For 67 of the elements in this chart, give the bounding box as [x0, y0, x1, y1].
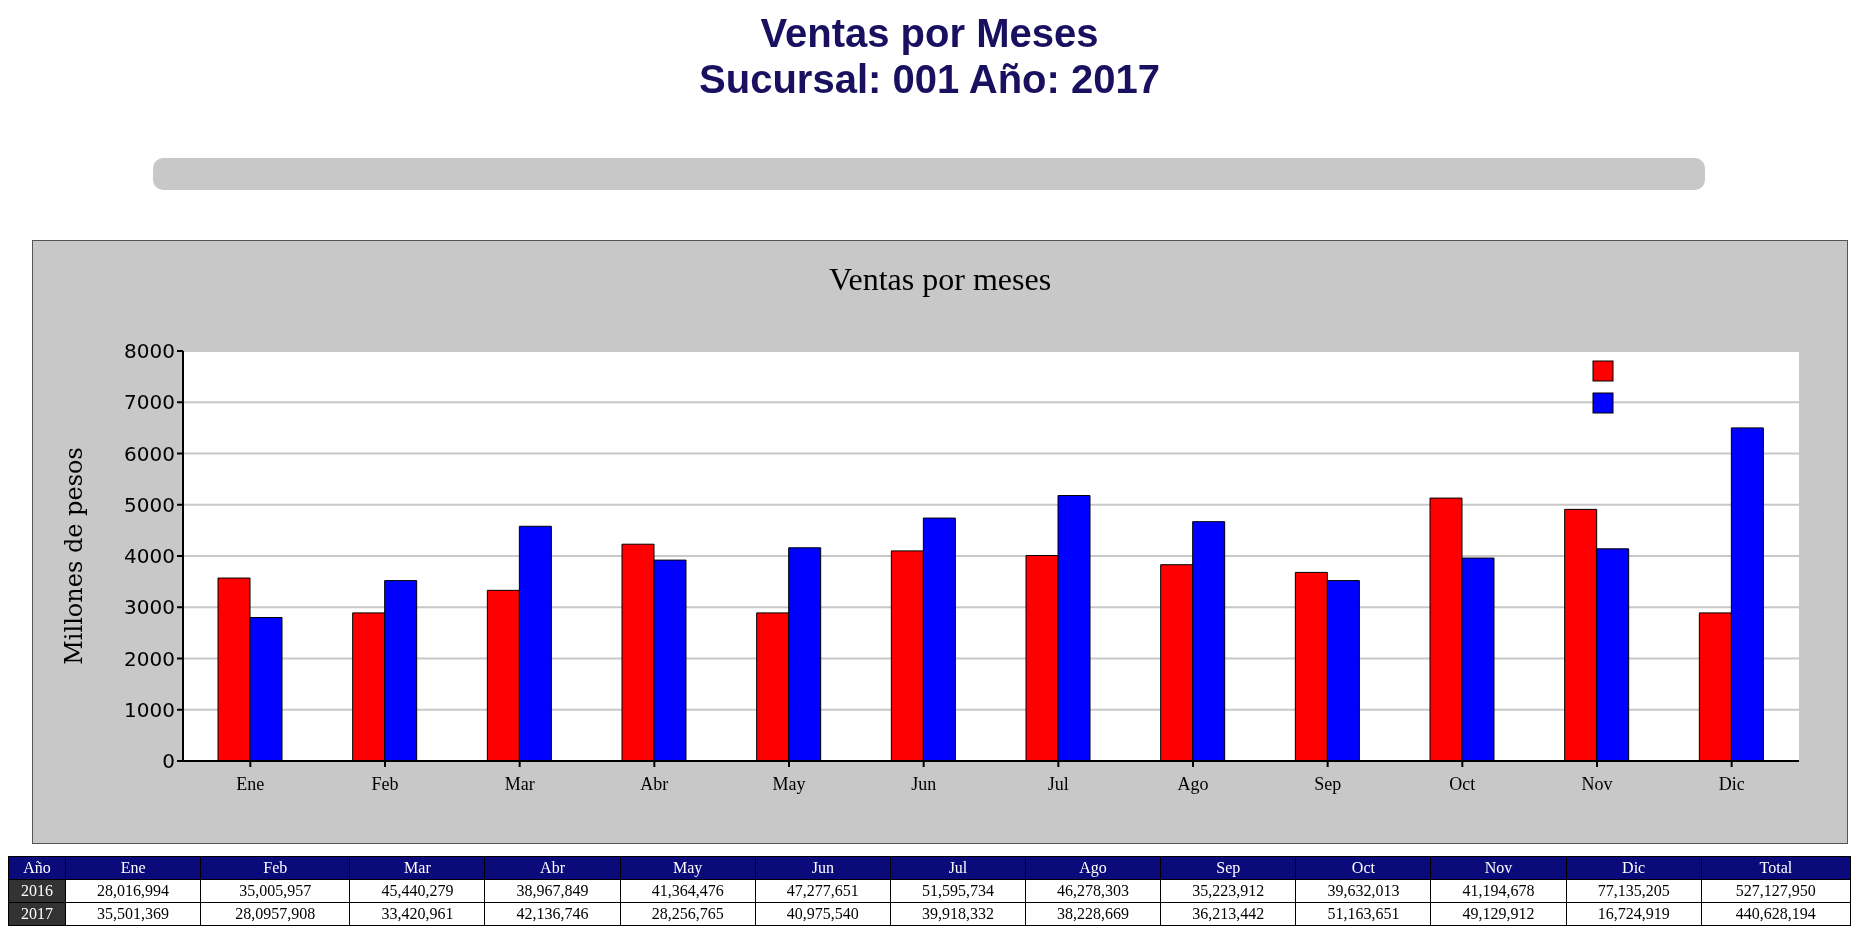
chart-title: Ventas por meses	[827, 261, 1053, 299]
text: Año	[8, 856, 66, 880]
text: 16,724,919	[1597, 905, 1670, 922]
category-label: Total	[1701, 856, 1851, 880]
text: 36,213,442	[1192, 905, 1265, 922]
text: 40,975,540	[786, 905, 859, 922]
category-label: Ene	[65, 856, 201, 880]
category-label: Feb	[200, 856, 350, 880]
y-tick-label: 7000	[124, 390, 175, 415]
x-tick-label: Jul	[1047, 773, 1069, 794]
category-label: Ago	[1025, 856, 1161, 880]
text: 39,918,332	[921, 905, 994, 922]
text: 41,364,476	[651, 882, 724, 899]
x-tick-label: Feb	[371, 773, 399, 794]
x-tick-label: Ene	[236, 773, 265, 794]
text: 41,194,678	[1462, 882, 1535, 899]
x-tick-label: Nov	[1581, 773, 1613, 794]
y-tick-label: 2000	[124, 646, 175, 671]
text: 33,420,961	[381, 905, 454, 922]
text: 35,501,369	[97, 905, 170, 922]
text: 28,0957,908	[235, 905, 316, 922]
x-tick-label: Mar	[504, 773, 535, 794]
category-label: Mar	[349, 856, 485, 880]
text: 28,256,765	[651, 905, 724, 922]
text: 46,278,303	[1057, 882, 1130, 899]
x-tick-label: Sep	[1314, 773, 1342, 794]
text: Ventas por Meses	[759, 10, 1100, 56]
x-tick-label: Jun	[911, 773, 937, 794]
category-label: 2017	[21, 905, 53, 922]
text: 527,127,950	[1735, 882, 1816, 899]
category-label: 2016	[21, 882, 53, 899]
y-tick-label: 3000	[124, 595, 175, 620]
y-tick-label: 4000	[124, 544, 175, 569]
text: 38,967,849	[516, 882, 589, 899]
y-axis-title: Millones de pesos	[59, 447, 88, 665]
text: Sucursal: 001 Año: 2017	[698, 56, 1161, 102]
category-label: Oct	[1295, 856, 1431, 880]
text: 39,632,013	[1327, 882, 1400, 899]
y-tick-label: 6000	[124, 441, 175, 466]
text: 47,277,651	[786, 882, 859, 899]
x-tick-label: Oct	[1449, 773, 1476, 794]
text: 51,595,734	[921, 882, 994, 899]
category-label: Jun	[755, 856, 891, 880]
text: 35,223,912	[1192, 882, 1265, 899]
category-label: Abr	[484, 856, 621, 880]
category-label: May	[620, 856, 756, 880]
x-tick-label: Ago	[1177, 773, 1209, 794]
x-tick-label: May	[772, 773, 806, 794]
category-label: Nov	[1430, 856, 1567, 880]
category-label: Sep	[1160, 856, 1296, 880]
x-tick-label: Dic	[1718, 773, 1745, 794]
text: 38,228,669	[1057, 905, 1130, 922]
text: 42,136,746	[516, 905, 589, 922]
y-tick-label: 5000	[124, 492, 175, 517]
category-label: Jul	[890, 856, 1026, 880]
category-label: Dic	[1566, 856, 1702, 880]
text: 28,016,994	[97, 882, 170, 899]
text: 35,005,957	[239, 882, 312, 899]
text: 77,135,205	[1597, 882, 1670, 899]
y-tick-label: 0	[162, 749, 175, 774]
text: 51,163,651	[1327, 905, 1400, 922]
y-tick-label: 1000	[124, 697, 175, 722]
y-tick-label: 8000	[124, 339, 175, 364]
text: 440,628,194	[1735, 905, 1816, 922]
text: 49,129,912	[1462, 905, 1535, 922]
x-tick-label: Abr	[640, 773, 669, 794]
text: 45,440,279	[381, 882, 454, 899]
